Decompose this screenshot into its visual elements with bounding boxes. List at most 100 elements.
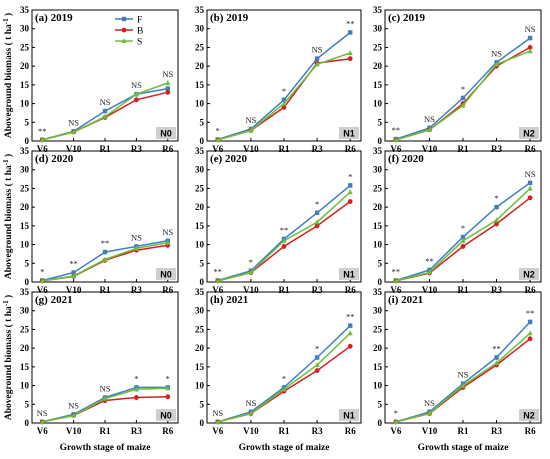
data-point-B [314,368,320,373]
significance-label: ** [425,256,434,266]
legend-marker-F [121,16,127,22]
data-point-F [102,249,108,255]
data-point-S [133,386,139,392]
chart-panel-a: 0 5 10 15 20 25 30 35 V6 V10 R1 R3 R6 (a) 2019 ** NS NS N… [20,5,179,154]
data-point-S [248,269,254,275]
x-tick-label: V6 [37,144,48,154]
x-tick-label: R1 [100,426,111,436]
data-point-S [347,189,353,195]
data-point-S [165,80,171,85]
data-point-F [527,180,533,186]
data-point-F [460,95,466,101]
legend-marker-S [121,38,127,43]
legend-marker-B [121,27,127,33]
significance-label: * [166,373,170,383]
y-tick-label: 0 [200,418,205,428]
x-tick-label: R3 [131,285,142,295]
treatment-label: N1 [343,270,355,280]
x-axis-label: Growth stage of maize [60,443,151,453]
treatment-box [519,127,539,139]
significance-label: * [134,373,138,383]
data-point-S [527,330,533,336]
data-point-S [133,91,139,97]
x-axis-label: Growth stage of maize [239,443,330,453]
significance-label: NS [100,384,111,394]
data-point-S [281,386,287,392]
x-tick-label: R6 [345,285,356,295]
significance-label: NS [458,370,469,380]
treatment-box [519,409,539,421]
treatment-label: N1 [343,129,355,139]
y-tick-label: 20 [20,61,30,71]
data-point-B [527,336,533,342]
significance-label: * [494,193,498,203]
significance-label: * [461,84,465,94]
x-tick-label: V6 [390,285,401,295]
data-point-B [527,195,533,201]
data-point-S [393,278,399,283]
significance-label: NS [162,227,173,237]
y-tick-label: 15 [373,362,383,372]
y-tick-label: 30 [373,165,383,175]
significance-label: ** [346,312,355,322]
y-tick-label: 35 [20,287,30,297]
legend-label-S: S [137,38,142,48]
significance-label: ** [392,125,401,135]
data-point-B [133,97,139,103]
data-point-B [133,395,139,400]
significance-label: ** [526,308,535,318]
y-tick-label: 35 [195,5,205,15]
y-tick-label: 35 [373,146,383,156]
y-tick-label: 15 [195,362,205,372]
significance-label: ** [392,267,401,277]
data-point-S [493,217,500,223]
x-tick-label: R3 [131,426,142,436]
data-point-S [281,100,287,106]
treatment-label: N2 [523,129,535,139]
y-axis-label: Aboveground biomass ( t ha-1 ) [2,13,14,138]
x-tick-label: R1 [458,426,469,436]
treatment-label: N2 [523,411,535,421]
y-tick-label: 10 [373,99,383,109]
data-point-F [71,270,76,275]
data-point-B [281,244,287,249]
data-point-F [314,210,320,215]
legend: FBS [115,16,143,48]
x-tick-label: V10 [243,144,259,154]
x-axis-label: Growth stage of maize [418,443,509,453]
data-point-S [215,419,221,424]
y-tick-label: 0 [200,277,205,287]
data-point-S [493,360,500,366]
y-tick-label: 10 [20,240,30,250]
data-point-F [165,86,170,91]
y-tick-label: 15 [20,221,30,231]
y-tick-label: 30 [373,24,383,34]
chart-panel-i: 0 5 10 15 20 25 30 35 V6 V10 R1 R3 R6 (i) 2021 * NS NS **… [373,287,542,436]
panel-title: (h) 2021 [210,294,248,306]
significance-label: * [216,126,220,136]
significance-label: * [461,223,465,233]
y-tick-label: 0 [25,418,30,428]
y-tick-label: 25 [373,183,383,193]
panel-frame [384,9,542,142]
data-point-S [527,185,533,191]
panel-frame [31,9,179,142]
significance-label: NS [525,24,536,34]
y-tick-label: 30 [195,24,205,34]
data-point-F [460,234,466,240]
data-point-F [494,355,499,360]
y-tick-label: 35 [20,5,30,15]
data-point-S [248,127,254,133]
significance-label: NS [212,408,223,418]
y-axis-label: Aboveground biomass ( t ha-1 ) [2,295,14,420]
panel-title: (b) 2019 [210,12,249,24]
data-point-S [102,395,108,401]
x-tick-label: V6 [390,144,401,154]
significance-label: ** [214,267,223,277]
x-tick-label: R6 [162,426,173,436]
significance-label: NS [525,169,536,179]
data-point-S [71,273,77,279]
y-tick-label: 25 [195,42,205,52]
y-tick-label: 25 [20,42,30,52]
data-point-S [133,245,139,251]
